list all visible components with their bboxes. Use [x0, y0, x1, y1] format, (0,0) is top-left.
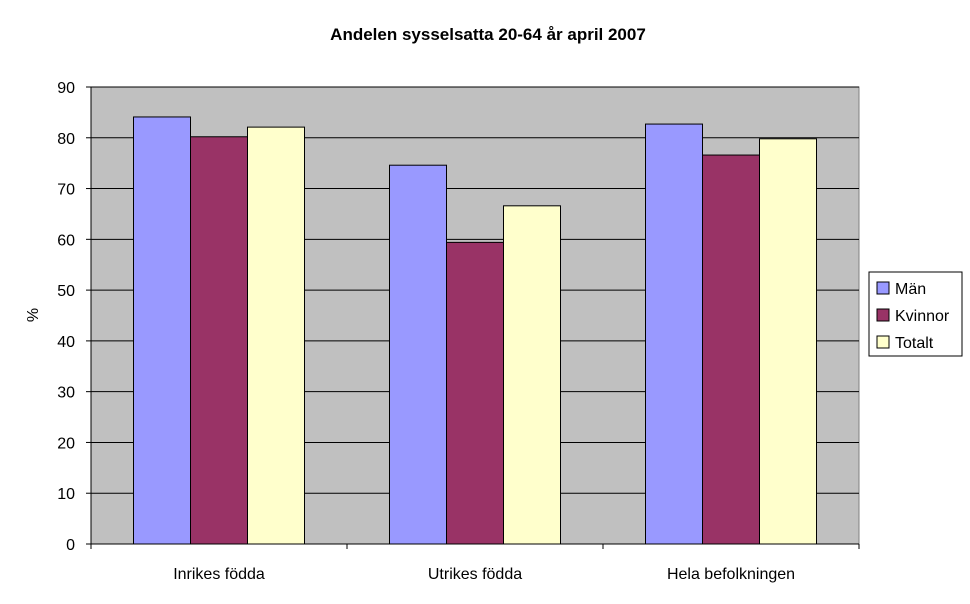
bars [133, 116, 817, 545]
bar-2-2 [446, 241, 504, 545]
legend: Män Kvinnor Totalt [868, 271, 963, 357]
y-tick-label: 80 [57, 131, 75, 148]
y-tick-label: 90 [57, 80, 75, 97]
y-tick-label: 50 [57, 283, 75, 300]
legend-label: Kvinnor [895, 308, 950, 325]
legend-label: Totalt [895, 335, 934, 352]
y-axis-label: % [25, 308, 42, 322]
x-tick-label: Hela befolkningen [667, 566, 795, 583]
chart-title: Andelen sysselsatta 20-64 år april 2007 [330, 25, 646, 44]
bar-1-1 [133, 116, 191, 545]
legend-label: Män [895, 281, 926, 298]
x-tick-label: Utrikes födda [428, 566, 522, 583]
bar-3-3 [759, 138, 817, 545]
bar-3-2 [503, 205, 561, 545]
axes [86, 86, 860, 549]
y-tick-label: 60 [57, 232, 75, 249]
legend-swatch [876, 308, 890, 322]
y-tick-label: 40 [57, 334, 75, 351]
bar-2-1 [190, 136, 248, 545]
x-tick-label: Inrikes födda [173, 566, 265, 583]
x-tick-labels: Inrikes födda Utrikes födda Hela befolknin… [173, 566, 795, 583]
y-tick-label: 70 [57, 182, 75, 199]
legend-swatch [876, 281, 890, 295]
bar-1-3 [645, 123, 703, 545]
y-tick-label: 20 [57, 435, 75, 452]
y-tick-label: 0 [66, 537, 75, 554]
legend-swatch [876, 335, 890, 349]
bar-2-3 [702, 154, 760, 545]
bar-3-1 [247, 126, 305, 545]
y-tick-label: 10 [57, 486, 75, 503]
y-tick-labels: 0 10 20 30 40 50 60 70 80 90 [57, 80, 75, 554]
y-tick-label: 30 [57, 385, 75, 402]
bar-1-2 [389, 164, 447, 545]
